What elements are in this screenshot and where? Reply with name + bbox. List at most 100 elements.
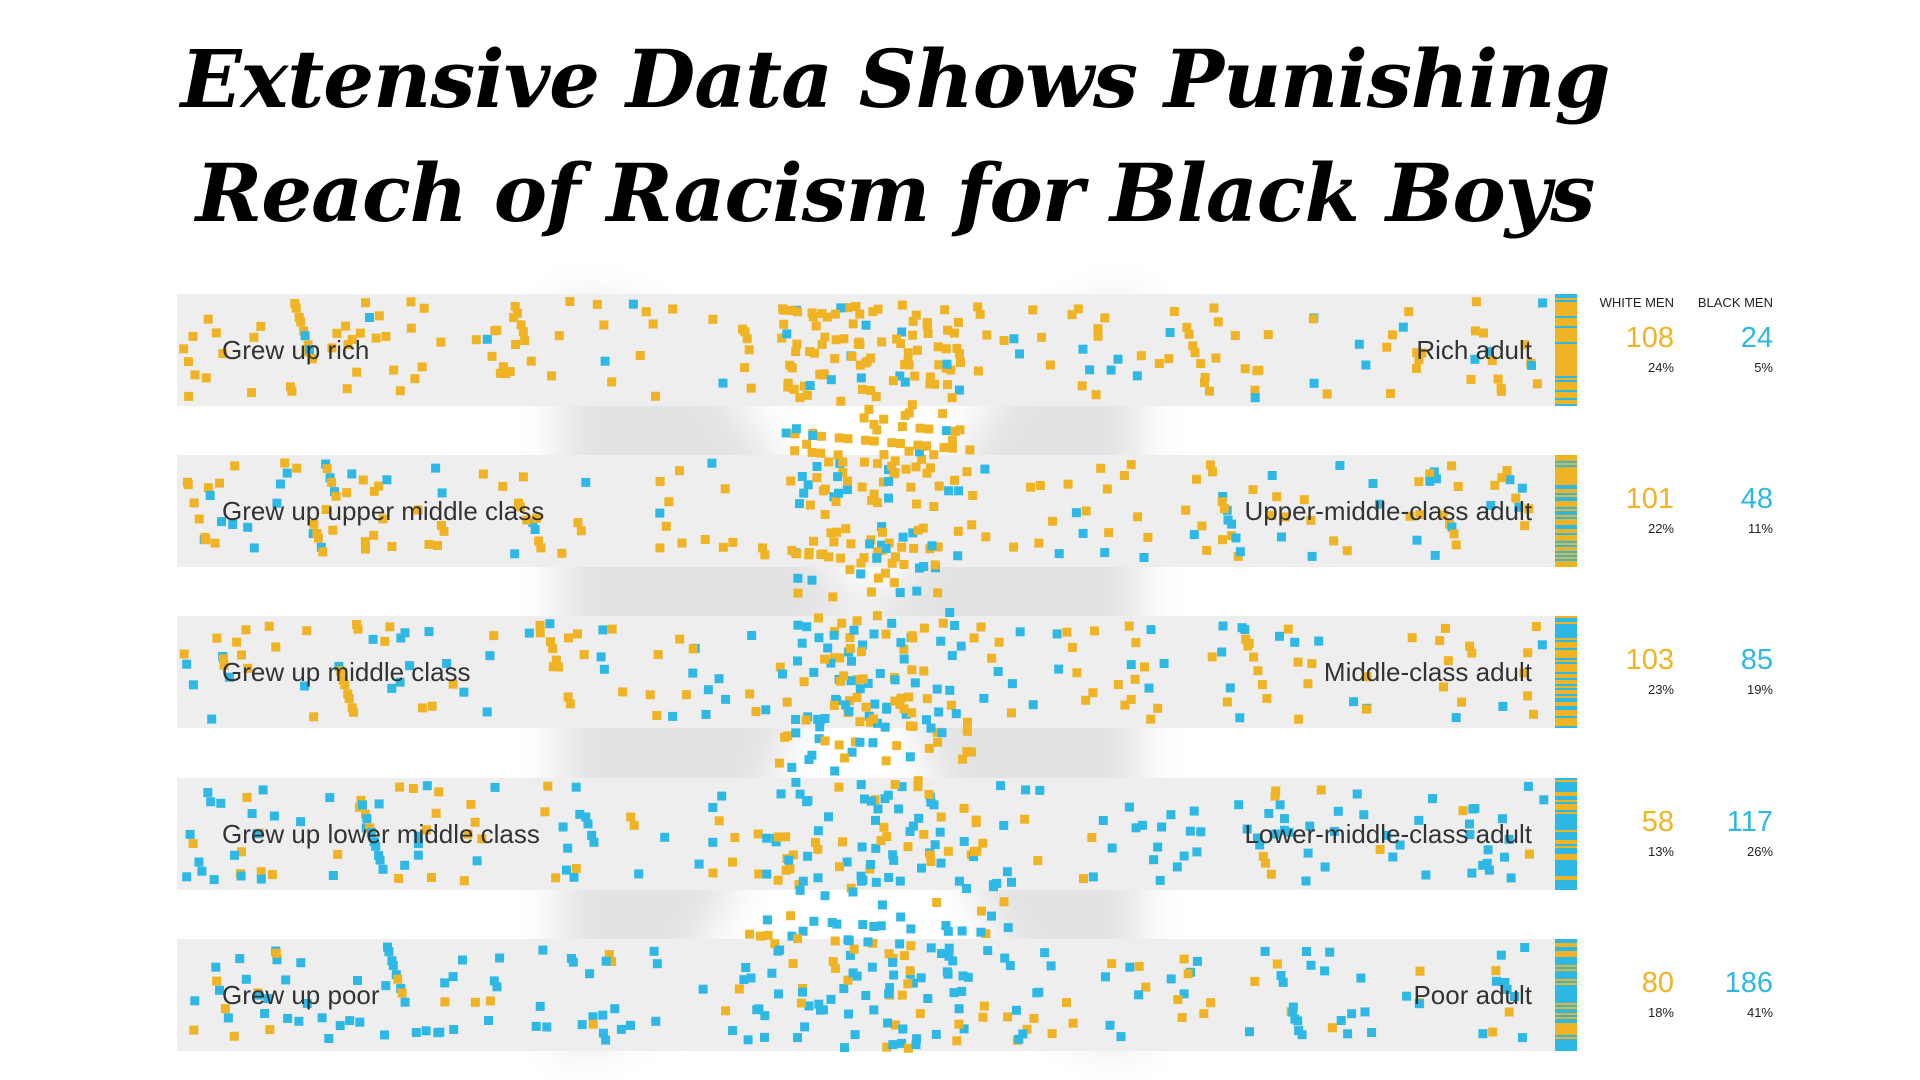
white-man-dot [852, 616, 862, 626]
black-man-dot [943, 926, 953, 936]
white-man-dot [934, 360, 944, 370]
white-man-dot [1382, 342, 1392, 352]
white-man-dot [356, 795, 366, 805]
destination-bar-stripe [1555, 985, 1577, 987]
black-man-dot [895, 876, 905, 886]
destination-bar-stripe [1555, 882, 1577, 884]
black-man-dot [1242, 824, 1252, 834]
destination-bar-stripe [1555, 459, 1577, 461]
white-man-dot [760, 550, 770, 560]
white-man-dot [887, 461, 897, 471]
destination-bar-stripe [1555, 539, 1577, 541]
white-man-dot [459, 876, 469, 886]
black-man-dot [747, 631, 757, 640]
black-man-dot [936, 858, 946, 868]
destination-bar-stripe [1555, 471, 1577, 473]
white-man-dot [1465, 641, 1475, 651]
white-man-dot [800, 381, 809, 391]
black-man-dot [795, 499, 804, 509]
white-man-dot [999, 336, 1009, 345]
white-man-dot [548, 662, 558, 672]
white-man-dot [786, 476, 796, 486]
black-man-dot [908, 978, 918, 988]
destination-bar-stripe [1555, 708, 1577, 710]
white-man-dot [378, 514, 388, 524]
black-man-dot [888, 957, 898, 967]
black-man-dot [542, 1022, 552, 1032]
white-man-dot [1303, 679, 1313, 689]
black-man-dot [1294, 1026, 1304, 1036]
white-man-dot [809, 536, 819, 546]
white-man-dot [890, 780, 900, 789]
destination-bar-stripe [1555, 947, 1577, 949]
black-man-dot [813, 714, 823, 724]
white-man-dot [869, 419, 879, 429]
white-man-dot [843, 975, 853, 985]
destination-bar-stripe [1555, 724, 1577, 726]
destination-bar-stripe [1555, 714, 1577, 716]
black-man-dot [954, 385, 964, 395]
white-man-dot [781, 832, 791, 842]
destination-bar-stripe [1555, 664, 1577, 666]
black-man-dot [739, 975, 749, 985]
black-men-percent: 26% [1747, 844, 1773, 859]
white-men-percent: 23% [1648, 682, 1674, 697]
destination-bar-stripe [1555, 694, 1577, 696]
destination-bar-stripe [1555, 469, 1577, 471]
white-man-dot [734, 984, 744, 994]
destination-bar-stripe [1555, 541, 1577, 543]
black-man-dot [1138, 820, 1148, 830]
white-man-dot [427, 873, 436, 882]
destination-label: Poor adult [1413, 980, 1532, 1010]
destination-bar-stripe [1555, 820, 1577, 822]
white-man-dot [829, 537, 839, 547]
black-man-dot [827, 918, 837, 928]
black-man-dot [1264, 809, 1274, 818]
white-man-dot [335, 666, 345, 676]
white-man-dot [952, 1036, 962, 1046]
black-man-dot [884, 873, 894, 882]
white-man-dot [840, 753, 850, 763]
white-man-dot [422, 825, 432, 835]
black-man-dot [1500, 852, 1509, 862]
black-man-dot [1105, 1020, 1115, 1030]
black-man-dot [937, 728, 947, 738]
black-man-dot [803, 480, 813, 490]
black-man-dot [846, 676, 856, 686]
black-man-dot [300, 331, 310, 341]
destination-bar-stripe [1555, 868, 1577, 870]
black-man-dot [1218, 492, 1228, 501]
black-man-dot [910, 678, 920, 688]
white-man-dot [932, 727, 942, 737]
destination-bar-stripe [1555, 794, 1577, 796]
black-man-dot [844, 1009, 853, 1019]
white-man-dot [510, 301, 520, 311]
white-man-dot [220, 1004, 230, 1014]
destination-bar-stripe [1555, 780, 1577, 782]
white-man-dot [498, 481, 508, 491]
black-man-dot [601, 1035, 611, 1045]
black-man-dot [896, 912, 906, 922]
black-man-dot [448, 972, 458, 982]
white-man-dot [629, 820, 639, 830]
destination-bar-stripe [1555, 1033, 1577, 1035]
white-man-dot [1327, 1023, 1337, 1033]
black-man-dot [959, 1024, 969, 1034]
destination-bar-stripe [1555, 400, 1577, 402]
white-man-dot [1202, 545, 1212, 555]
black-man-dot [1253, 833, 1262, 843]
white-man-dot [1266, 869, 1276, 879]
white-man-dot [1479, 328, 1488, 338]
white-man-dot [352, 620, 362, 629]
destination-bar-stripe [1555, 884, 1577, 886]
white-man-dot [929, 502, 939, 511]
black-man-dot [863, 937, 873, 947]
destination-bar-stripe [1555, 326, 1577, 328]
white-man-dot [1184, 329, 1194, 339]
destination-bar-stripe [1555, 559, 1577, 561]
white-man-dot [256, 321, 266, 331]
destination-label: Upper-middle-class adult [1244, 496, 1532, 526]
white-man-dot [922, 694, 932, 704]
white-man-dot [296, 317, 306, 327]
white-man-dot [786, 911, 796, 921]
